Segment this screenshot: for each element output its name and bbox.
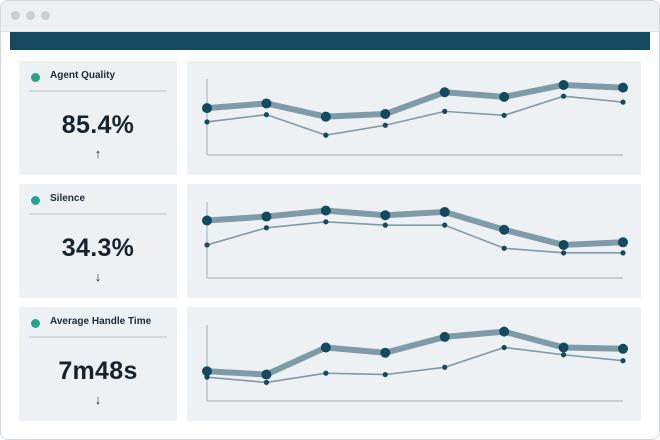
series-secondary-point [560,250,567,256]
series-primary-point [320,205,331,216]
series-primary-line [206,207,624,248]
arrow-up-icon: ↑ [94,146,102,161]
series-secondary-point [620,358,626,364]
series-primary-point [618,343,628,354]
metric-label: Silence [50,193,86,204]
series-primary-point [261,369,272,380]
metric-label: Agent Quality [50,70,116,81]
silence-chart [187,184,641,298]
series-primary-point [558,342,569,353]
series-primary-point [499,326,510,337]
series-secondary-point [501,112,507,118]
agent-quality-chart [187,61,641,175]
series-primary-point [380,109,391,120]
series-primary-point [320,111,331,122]
series-secondary-point [382,122,388,128]
line-chart [202,202,628,279]
series-primary-point [618,82,628,93]
series-primary-point [558,79,569,90]
series-primary-point [558,239,569,250]
series-primary-point [618,237,628,248]
series-primary-point [261,98,272,109]
metric-value: 34.3% [61,234,135,262]
divider [29,213,167,215]
series-secondary-point [263,112,270,118]
series-secondary-point [263,379,270,386]
window-dot-icon[interactable] [41,11,50,20]
series-secondary-point [323,132,329,138]
series-secondary-point [204,242,210,248]
window-dot-icon[interactable] [26,11,35,20]
series-secondary-point [620,250,626,256]
series-secondary-point [442,364,448,370]
status-dot-icon [31,73,40,82]
line-chart [202,325,628,402]
series-secondary-point [323,370,329,376]
divider [29,336,167,338]
metric-card-agent-quality: Agent Quality 85.4% ↑ [19,61,177,175]
series-secondary-point [442,222,448,228]
app-header-bar [10,32,650,50]
series-primary-point [439,87,450,98]
series-secondary-point [204,119,210,125]
metric-value: 85.4% [61,111,135,139]
divider [29,90,167,92]
window-dot-icon[interactable] [11,11,20,20]
series-secondary-point [442,108,448,114]
series-primary-line [206,328,624,378]
window-titlebar [1,1,659,32]
series-primary-point [202,103,212,114]
series-primary-point [261,211,272,222]
series-secondary-point [382,371,388,378]
status-dot-icon [31,319,40,328]
metric-card-average-handle-time: Average Handle Time 7m48s ↓ [19,307,177,421]
series-secondary-point [501,344,507,351]
series-primary-point [499,91,510,102]
series-secondary-line [206,95,624,136]
series-primary-point [380,210,391,221]
series-primary-point [320,342,331,353]
arrow-down-icon: ↓ [94,269,102,284]
series-secondary-point [323,219,329,225]
series-secondary-line [206,346,624,384]
line-chart [202,79,628,156]
metric-label: Average Handle Time [50,316,152,327]
series-primary-point [202,215,212,226]
series-secondary-point [620,99,626,105]
series-primary-point [499,224,510,235]
series-secondary-point [560,352,567,358]
average-handle-time-chart [187,307,641,421]
series-secondary-point [560,93,567,99]
series-secondary-point [263,225,270,231]
series-primary-point [202,366,212,377]
series-primary-line [206,81,624,120]
series-secondary-point [382,222,388,228]
series-secondary-point [501,245,507,251]
status-dot-icon [31,196,40,205]
arrow-down-icon: ↓ [94,392,102,407]
metric-value: 7m48s [58,357,138,385]
series-primary-point [439,331,450,342]
series-primary-point [380,347,391,358]
series-secondary-line [206,221,623,254]
metric-card-silence: Silence 34.3% ↓ [19,184,177,298]
series-primary-point [439,206,450,217]
